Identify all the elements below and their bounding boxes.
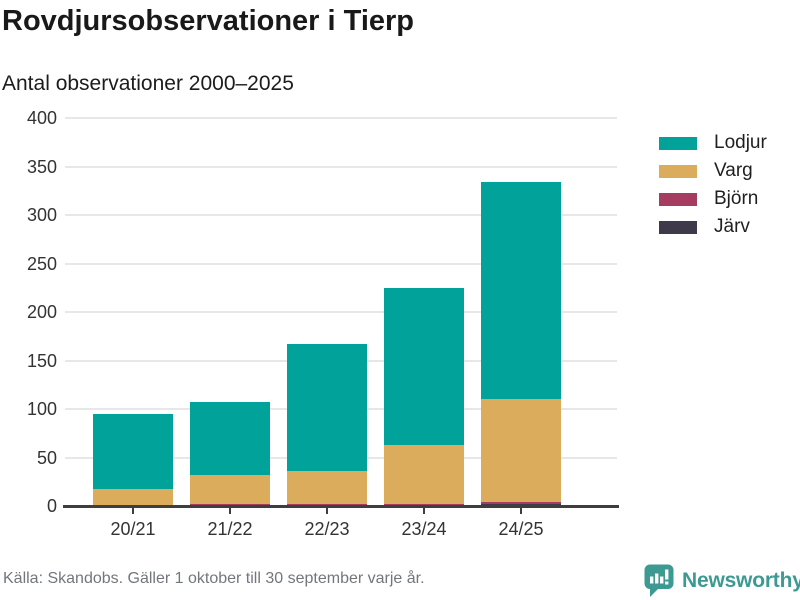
legend-label: Järv xyxy=(714,216,750,237)
bar-23/24 xyxy=(384,287,464,506)
legend-label: Varg xyxy=(714,160,753,181)
x-axis-tick xyxy=(326,507,328,514)
bar-24/25 xyxy=(481,182,561,506)
bar-21/22 xyxy=(190,402,270,506)
bar-segment-varg xyxy=(287,471,367,505)
x-axis-label: 24/25 xyxy=(498,519,544,539)
bar-segment-lodjur xyxy=(287,344,367,472)
x-axis-label: 20/21 xyxy=(110,519,156,539)
x-axis-line xyxy=(63,505,619,508)
gridline xyxy=(65,117,617,119)
bar-segment-lodjur xyxy=(481,182,561,400)
bar-segment-lodjur xyxy=(190,402,270,475)
y-axis-tick-label: 250 xyxy=(26,253,57,274)
y-axis-tick-label: 50 xyxy=(36,447,57,468)
x-axis-label: 22/23 xyxy=(304,519,350,539)
bar-segment-varg xyxy=(481,399,561,503)
legend-swatch xyxy=(659,220,697,234)
legend-item-järv: Järv xyxy=(659,216,767,237)
y-axis-tick-label: 300 xyxy=(26,205,57,225)
y-axis-tick-label: 350 xyxy=(26,156,57,177)
y-axis-labels: 0 50 100 150 200 250 300 350 400 xyxy=(0,108,57,516)
bar-segment-björn xyxy=(481,502,561,505)
gridline xyxy=(65,214,617,216)
bar-segment-lodjur xyxy=(93,413,173,489)
legend: Lodjur Varg Björn Järv xyxy=(659,132,767,248)
x-axis-tick xyxy=(520,507,522,514)
chart-title: Rovdjursobservationer i Tierp xyxy=(2,5,415,37)
legend-item-björn: Björn xyxy=(659,188,767,209)
legend-swatch xyxy=(659,136,697,150)
x-axis-tick xyxy=(229,507,231,514)
chart-subtitle: Antal observationer 2000–2025 xyxy=(2,72,294,95)
bar-segment-lodjur xyxy=(384,287,464,445)
legend-swatch xyxy=(659,164,697,178)
x-axis-tick xyxy=(132,507,134,514)
y-axis-tick-label: 200 xyxy=(26,302,57,322)
gridline xyxy=(65,262,617,265)
y-axis-tick-label: 100 xyxy=(26,399,57,419)
source-note: Källa: Skandobs. Gäller 1 oktober till 3… xyxy=(3,570,425,587)
y-axis-tick-label: 0 xyxy=(46,496,57,516)
newsworthy-logo: Newsworthy xyxy=(644,564,800,597)
bar-22/23 xyxy=(287,344,367,506)
y-axis-tick-label: 400 xyxy=(26,108,57,128)
x-axis-label: 23/24 xyxy=(401,519,447,539)
legend-label: Lodjur xyxy=(714,132,767,153)
bar-segment-varg xyxy=(384,444,464,505)
legend-item-varg: Varg xyxy=(659,160,767,181)
y-axis-tick-label: 150 xyxy=(26,350,57,371)
legend-item-lodjur: Lodjur xyxy=(659,132,767,153)
newsworthy-wordmark: Newsworthy xyxy=(682,568,800,592)
gridline xyxy=(65,165,617,168)
legend-swatch xyxy=(659,192,697,206)
bar-segment-varg xyxy=(93,488,173,506)
gridline xyxy=(65,311,617,313)
plot-area: 20/21 21/22 22/23 23/24 24/25 xyxy=(63,117,619,539)
legend-label: Björn xyxy=(714,188,759,209)
bar-segment-varg xyxy=(190,474,270,505)
bar-20/21 xyxy=(93,413,173,506)
newsworthy-icon xyxy=(644,564,674,597)
x-axis-label: 21/22 xyxy=(207,519,253,539)
x-axis-tick xyxy=(423,507,425,514)
